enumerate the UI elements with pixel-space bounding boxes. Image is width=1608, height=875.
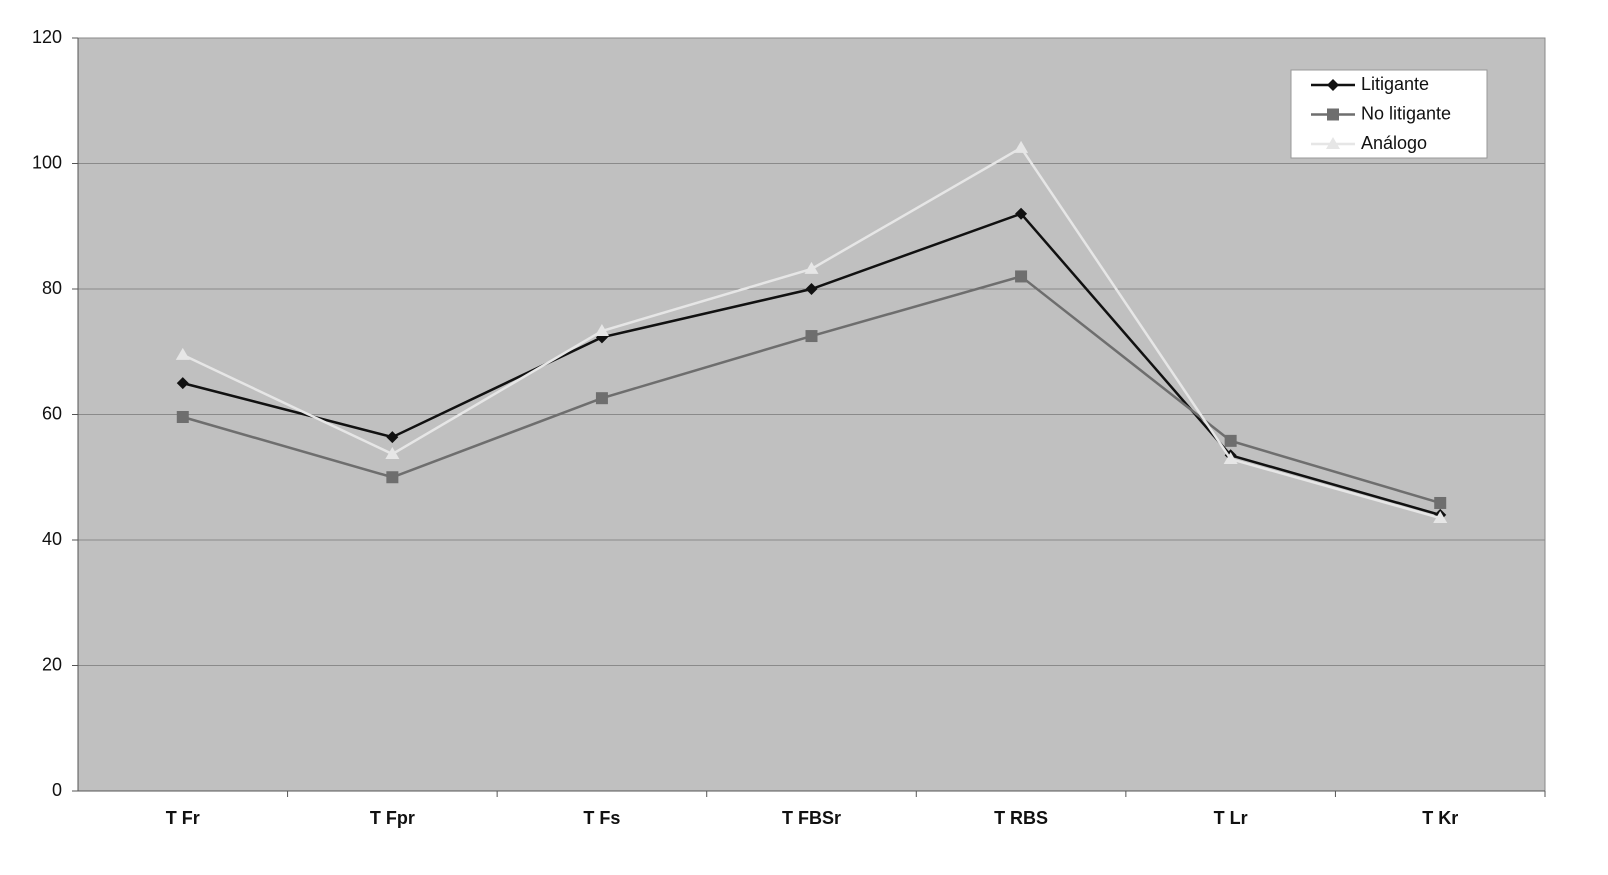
y-tick-label: 60 (42, 403, 62, 423)
marker (1014, 140, 1029, 153)
marker (1223, 452, 1238, 465)
y-tick-label: 40 (42, 529, 62, 549)
x-tick-label: T Fpr (370, 808, 415, 828)
marker (804, 261, 819, 274)
marker (594, 324, 609, 337)
x-tick-label: T RBS (994, 808, 1048, 828)
marker (805, 283, 818, 295)
x-tick-label: T Fs (583, 808, 620, 828)
marker (1015, 270, 1028, 283)
legend: Litigante No litigante Análogo (1290, 69, 1488, 159)
x-tick-label: T Fr (166, 808, 200, 828)
marker (595, 392, 608, 405)
marker (1327, 79, 1339, 91)
y-tick-label: 120 (32, 27, 62, 47)
marker (1224, 434, 1237, 447)
y-tick-label: 80 (42, 278, 62, 298)
legend-label: No litigante (1361, 103, 1451, 123)
legend-label: Análogo (1361, 133, 1427, 153)
marker (1433, 511, 1448, 524)
marker (176, 377, 189, 390)
legend-label: Litigante (1361, 74, 1429, 94)
x-tick-label: T Lr (1214, 808, 1248, 828)
y-tick-label: 100 (32, 152, 62, 172)
marker (1015, 207, 1028, 220)
marker (386, 471, 399, 484)
marker (1326, 137, 1340, 149)
marker (385, 447, 400, 460)
marker (1434, 496, 1447, 509)
x-tick-label: T FBSr (782, 808, 841, 828)
x-tick-label: T Kr (1422, 808, 1458, 828)
marker (805, 330, 818, 343)
marker (175, 347, 190, 360)
marker (176, 411, 189, 424)
y-tick-label: 20 (42, 654, 62, 674)
marker (386, 431, 399, 444)
marker (1327, 108, 1339, 121)
y-tick-label: 0 (52, 780, 62, 800)
